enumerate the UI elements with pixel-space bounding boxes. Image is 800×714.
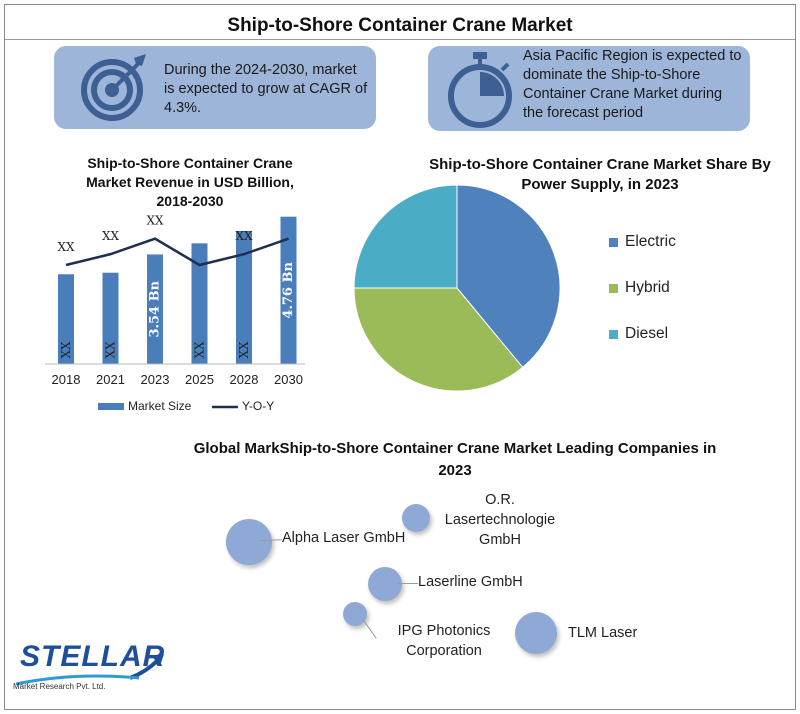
- company-bubble: [402, 504, 430, 532]
- logo-subtitle: Market Research Pvt. Ltd.: [13, 682, 106, 691]
- bar-value-label: XX: [104, 341, 118, 359]
- companies-title: Global MarkShip-to-Shore Container Crane…: [193, 440, 717, 479]
- revenue-bar-chart: XX 2018 XX 2021 3.54 Bn 2023 XX 2025 XX 2028 4.76 …: [45, 214, 305, 413]
- legend-swatch: [609, 283, 618, 293]
- legend-swatch: [609, 237, 618, 247]
- x-tick-label: 2030: [274, 372, 303, 387]
- legend-item-hybrid: Hybrid: [609, 279, 670, 297]
- x-tick-label: 2028: [230, 372, 259, 387]
- bar-value-label: XX: [59, 341, 73, 359]
- x-tick-label: 2025: [185, 372, 214, 387]
- legend-label: Electric: [625, 233, 676, 250]
- company-bubble: [515, 612, 557, 654]
- x-tick-label: 2021: [96, 372, 125, 387]
- legend-swatch-market-size: [98, 403, 124, 410]
- cagr-callout: During the 2024-2030, market is expected…: [54, 46, 376, 129]
- company-bubble: [343, 602, 367, 626]
- leader-line: [398, 583, 418, 584]
- bar-market-size: [147, 254, 163, 364]
- stopwatch-icon: [448, 52, 512, 128]
- pie-slice-diesel: [353, 184, 458, 289]
- infographic-frame: [4, 4, 796, 710]
- stellar-logo: STELLAR: [20, 640, 166, 673]
- logo-swoosh: [15, 674, 140, 686]
- company-label-tlm-laser: TLM Laser: [568, 625, 638, 641]
- line-value-label: XX: [102, 229, 120, 243]
- bar-market-size: [58, 274, 74, 364]
- pie-chart-title: Ship-to-Shore Container Crane Market Sha…: [429, 156, 771, 193]
- bar-market-size: [236, 230, 252, 364]
- company-label-or-laser: O.R. Lasertechnologie GmbH: [444, 492, 556, 548]
- page-title: Ship-to-Shore Container Crane Market: [227, 15, 573, 36]
- legend-label: Hybrid: [625, 279, 670, 296]
- legend-item-diesel: Diesel: [609, 325, 668, 343]
- legend-item-electric: Electric: [609, 233, 676, 251]
- legend-label-yoy: Y-O-Y: [242, 399, 274, 413]
- legend-label-market-size: Market Size: [128, 399, 192, 413]
- company-bubble: [226, 519, 272, 565]
- power-supply-pie-chart: [353, 184, 561, 392]
- x-tick-label: 2023: [141, 372, 170, 387]
- bar-value-label: XX: [193, 341, 207, 359]
- bar-market-size: [102, 272, 119, 364]
- bar-value-label: 3.54 Bn: [148, 280, 163, 337]
- target-icon: [81, 54, 146, 121]
- legend-swatch: [609, 329, 618, 339]
- region-callout-text: Asia Pacific Region is expected to domin…: [523, 48, 742, 121]
- bar-value-label: 4.76 Bn: [281, 261, 296, 318]
- title-divider: [5, 39, 795, 40]
- bar-chart-title: Ship-to-Shore Container Crane Market Rev…: [86, 155, 294, 209]
- line-value-label: XX: [57, 240, 75, 254]
- bar-market-size: [191, 243, 208, 364]
- line-value-label: XX: [235, 229, 253, 243]
- company-bubble: [368, 567, 402, 601]
- cagr-callout-text: During the 2024-2030, market is expected…: [164, 62, 368, 116]
- bar-market-size: [280, 216, 297, 364]
- bar-value-label: XX: [237, 341, 251, 359]
- legend-label: Diesel: [625, 325, 669, 342]
- company-label-alpha-laser: Alpha Laser GmbH: [282, 530, 406, 546]
- line-yoy: [65, 237, 289, 267]
- pie-slice-electric: [456, 184, 561, 369]
- line-value-label: XX: [146, 214, 164, 228]
- company-label-laserline: Laserline GmbH: [418, 574, 523, 590]
- x-tick-label: 2018: [52, 372, 81, 387]
- region-callout: Asia Pacific Region is expected to domin…: [428, 46, 750, 131]
- pie-slice-hybrid: [353, 287, 524, 392]
- company-label-ipg-photonics: IPG Photonics Corporation: [397, 623, 491, 659]
